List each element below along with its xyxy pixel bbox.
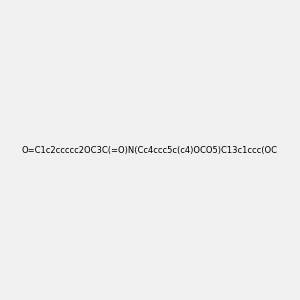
Text: O=C1c2ccccc2OC3C(=O)N(Cc4ccc5c(c4)OCO5)C13c1ccc(OC: O=C1c2ccccc2OC3C(=O)N(Cc4ccc5c(c4)OCO5)C… [22,146,278,154]
